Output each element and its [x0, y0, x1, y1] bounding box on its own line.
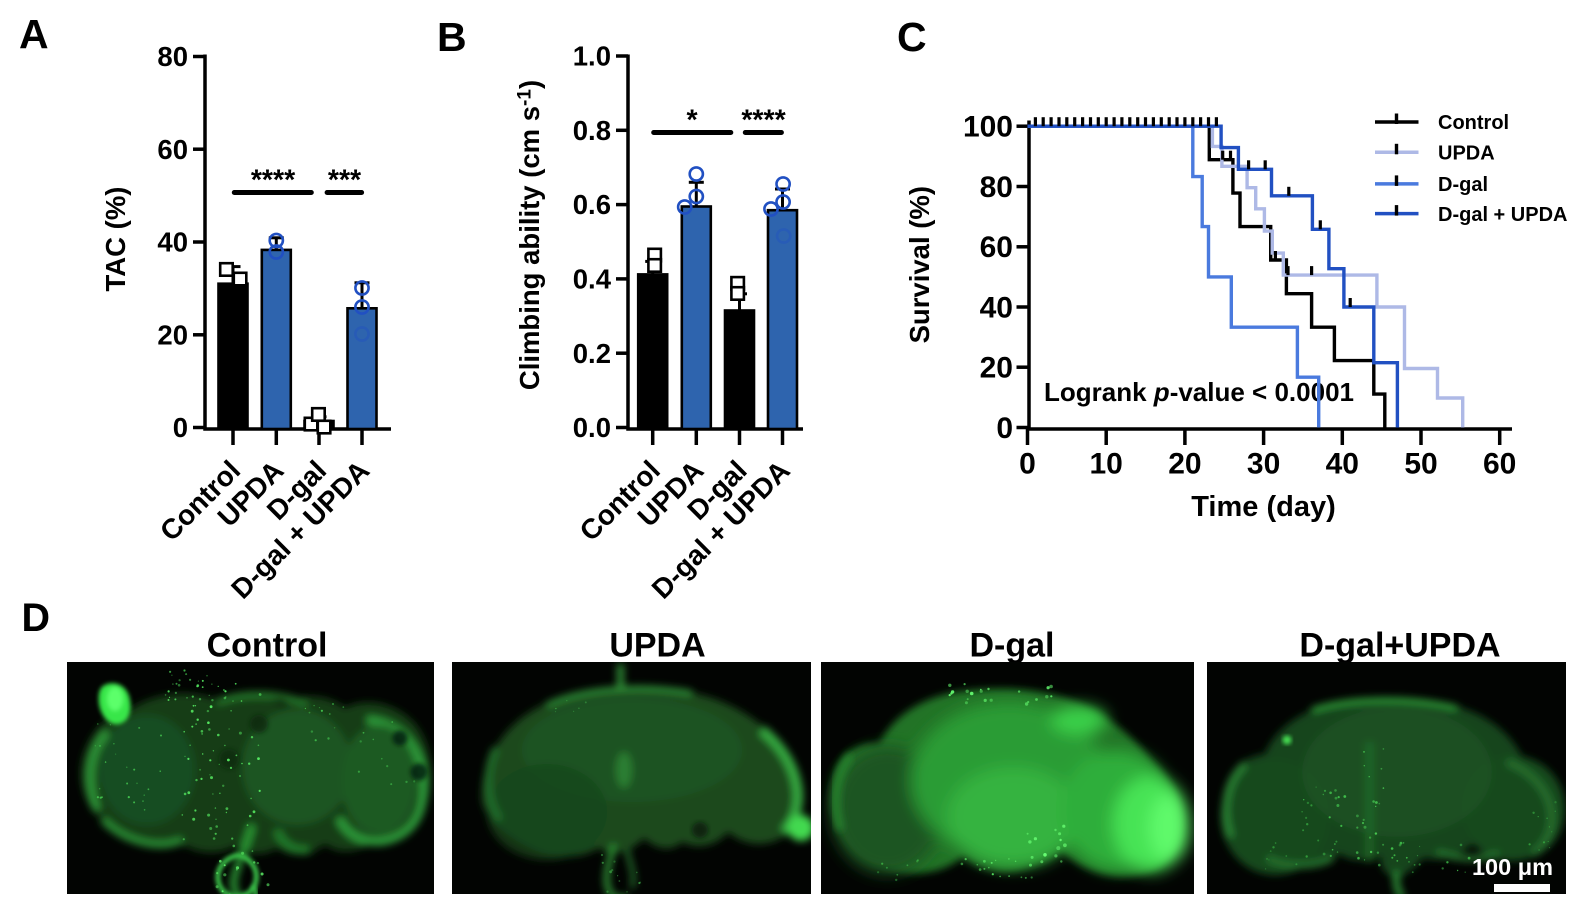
svg-text:Control: Control [1438, 112, 1509, 134]
svg-text:Control: Control [207, 627, 328, 665]
svg-text:10: 10 [1090, 448, 1123, 481]
svg-text:0.8: 0.8 [573, 115, 611, 146]
svg-text:TAC (%): TAC (%) [100, 187, 131, 292]
svg-text:D: D [22, 596, 51, 640]
svg-text:0.4: 0.4 [573, 264, 612, 295]
svg-text:60: 60 [157, 134, 188, 165]
svg-text:UPDA: UPDA [1438, 143, 1495, 165]
svg-text:Survival (%): Survival (%) [904, 186, 935, 343]
svg-text:D-gal: D-gal [970, 627, 1055, 665]
svg-text:0: 0 [1019, 448, 1036, 481]
svg-text:40: 40 [157, 227, 188, 258]
svg-text:40: 40 [1326, 448, 1359, 481]
svg-text:Logrank p-value < 0.0001: Logrank p-value < 0.0001 [1044, 377, 1354, 407]
svg-text:D-gal+UPDA: D-gal+UPDA [1299, 627, 1500, 665]
svg-text:50: 50 [1404, 448, 1437, 481]
svg-text:40: 40 [980, 291, 1013, 324]
svg-text:B: B [437, 14, 467, 60]
svg-text:1.0: 1.0 [573, 41, 611, 72]
svg-text:80: 80 [980, 171, 1013, 204]
svg-text:***: *** [328, 165, 362, 197]
svg-text:D-gal: D-gal [1438, 174, 1488, 196]
svg-text:*: * [686, 105, 698, 137]
svg-text:D-gal + UPDA: D-gal + UPDA [1438, 204, 1567, 226]
svg-text:100: 100 [963, 111, 1013, 144]
svg-text:0: 0 [173, 412, 188, 443]
svg-text:20: 20 [1168, 448, 1201, 481]
svg-text:20: 20 [157, 319, 188, 350]
svg-text:100 μm: 100 μm [1472, 854, 1553, 880]
svg-text:C: C [897, 14, 927, 60]
svg-text:0.0: 0.0 [573, 412, 611, 443]
svg-text:A: A [19, 11, 49, 57]
svg-text:0: 0 [996, 412, 1013, 445]
svg-text:20: 20 [980, 352, 1013, 385]
svg-text:****: **** [741, 105, 786, 137]
svg-text:UPDA: UPDA [609, 627, 705, 665]
svg-text:Climbing ability (cm s-1): Climbing ability (cm s-1) [514, 80, 545, 390]
svg-text:30: 30 [1247, 448, 1280, 481]
svg-text:80: 80 [157, 41, 188, 72]
svg-text:60: 60 [1483, 448, 1516, 481]
svg-text:****: **** [251, 165, 296, 197]
svg-text:0.2: 0.2 [573, 338, 611, 369]
svg-text:60: 60 [980, 231, 1013, 264]
svg-text:0.6: 0.6 [573, 189, 611, 220]
svg-text:Time (day): Time (day) [1191, 491, 1336, 523]
